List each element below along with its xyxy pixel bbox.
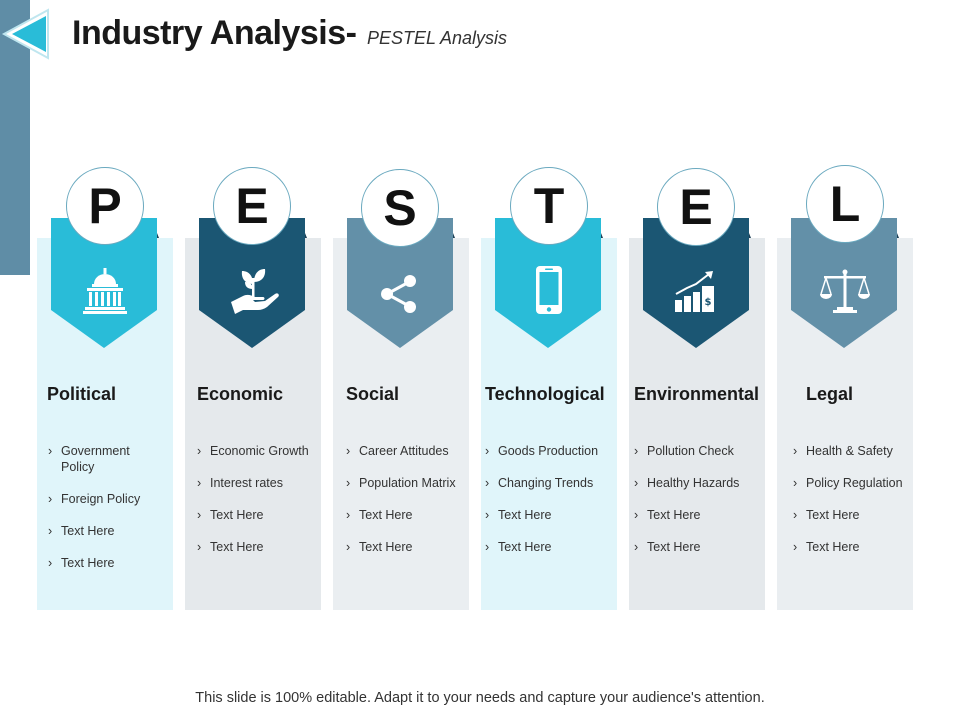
list-item: Interest rates — [197, 475, 325, 491]
list-social: Career Attitudes Population Matrix Text … — [346, 443, 474, 571]
list-legal: Health & Safety Policy Regulation Text H… — [793, 443, 921, 571]
slide-title: Industry Analysis- PESTEL Analysis — [72, 14, 507, 53]
heading-legal: Legal — [806, 384, 854, 404]
list-economic: Economic Growth Interest rates Text Here… — [197, 443, 325, 571]
list-item: Goods Production — [485, 443, 613, 459]
list-item: Text Here — [634, 507, 762, 523]
list-environmental: Pollution Check Healthy Hazards Text Her… — [634, 443, 762, 571]
list-item: Text Here — [346, 539, 474, 555]
ribbon-body — [347, 218, 453, 348]
list-item: Text Here — [485, 539, 613, 555]
list-item: Changing Trends — [485, 475, 613, 491]
letter-circle-s: S — [361, 169, 439, 247]
list-item: Text Here — [346, 507, 474, 523]
svg-text:$: $ — [705, 297, 712, 308]
list-item: Economic Growth — [197, 443, 325, 459]
letter-circle-e-2: E — [657, 168, 735, 246]
list-item: Career Attitudes — [346, 443, 474, 459]
list-item: Text Here — [48, 523, 176, 539]
list-item: Government Policy — [48, 443, 151, 475]
share-nodes-icon — [381, 275, 416, 313]
list-political: Government Policy Foreign Policy Text He… — [48, 443, 176, 587]
title-subtitle: PESTEL Analysis — [366, 28, 507, 48]
plant-in-hand-icon — [231, 269, 279, 314]
list-technological: Goods Production Changing Trends Text He… — [485, 443, 613, 571]
list-item: Pollution Check — [634, 443, 762, 459]
list-item: Text Here — [485, 507, 613, 523]
letter-circle-e: E — [213, 167, 291, 245]
letter-circle-l: L — [806, 165, 884, 243]
footer-note: This slide is 100% editable. Adapt it to… — [195, 690, 765, 706]
title-main: Industry Analysis- — [72, 14, 357, 52]
heading-social: Social — [346, 384, 400, 404]
list-item: Text Here — [634, 539, 762, 555]
list-item: Text Here — [197, 539, 325, 555]
list-item: Healthy Hazards — [634, 475, 762, 491]
smartphone-icon — [536, 266, 562, 314]
list-item: Text Here — [197, 507, 325, 523]
capitol-building-icon — [83, 268, 127, 314]
scales-of-justice-icon — [820, 269, 870, 313]
letter-circle-p: P — [66, 167, 144, 245]
heading-political: Political — [47, 384, 117, 404]
list-item: Text Here — [48, 555, 176, 571]
growth-chart-icon: $ — [675, 271, 714, 312]
letter-circle-t: T — [510, 167, 588, 245]
back-arrow-icon[interactable] — [0, 6, 60, 62]
heading-economic: Economic — [197, 384, 284, 404]
ribbon-tag-social — [347, 218, 455, 348]
list-item: Foreign Policy — [48, 491, 176, 507]
list-item: Health & Safety — [793, 443, 921, 459]
list-item: Population Matrix — [346, 475, 474, 491]
heading-technological: Technological — [485, 384, 605, 404]
heading-environmental: Environmental — [634, 384, 760, 404]
list-item: Policy Regulation — [793, 475, 921, 491]
list-item: Text Here — [793, 539, 921, 555]
list-item: Text Here — [793, 507, 921, 523]
